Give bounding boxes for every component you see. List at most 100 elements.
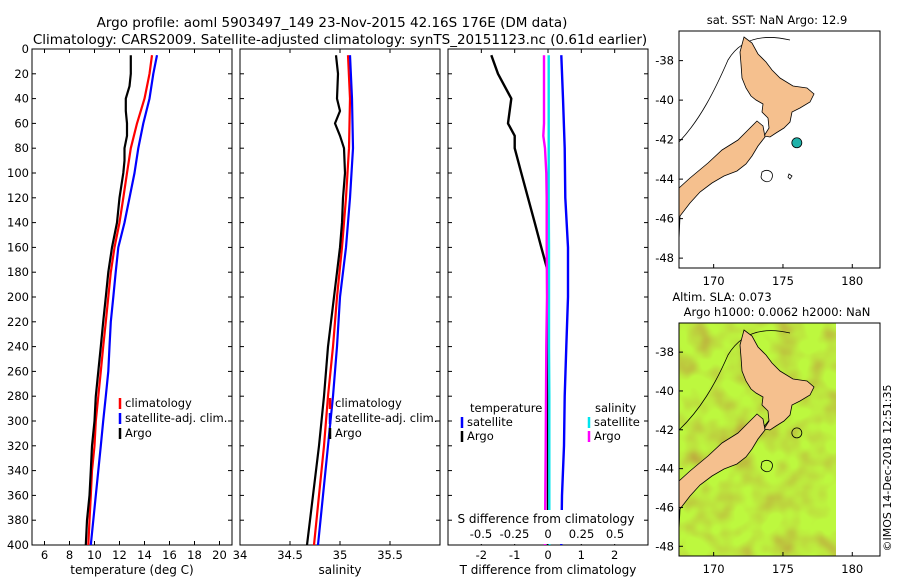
y-tick-label: 20: [14, 67, 29, 81]
x-tick-label: 34: [233, 548, 248, 562]
temperature-xlabel: temperature (deg C): [70, 563, 193, 577]
y-tick-label: 240: [7, 340, 29, 354]
y-tick-label: 260: [7, 364, 29, 378]
s-tick-label: -0.25: [500, 527, 530, 541]
salinity-panel: 34 34.5 35 35.5 salinity climatologysatelli…: [233, 48, 441, 577]
y-tick-label: 220: [7, 315, 29, 329]
sst-map-float-marker: [791, 137, 803, 149]
temperature-axes-box: [31, 48, 233, 546]
x-tick-label: 12: [112, 548, 127, 562]
temperature-panel: 6 8 10 12 14 16 18 20 0 20 40 60 80 100 120 140 160 180 2…: [7, 42, 233, 577]
x-tick-label: 20: [212, 548, 227, 562]
y-tick-label: 340: [7, 464, 29, 478]
x-tick-label: -1: [509, 548, 520, 562]
s-tick-label: 0.5: [606, 527, 624, 541]
sst-map: sat. SST: NaN Argo: 12.9 170 175 180 -38 -40…: [655, 13, 881, 288]
salinity-xlabel: salinity: [318, 563, 361, 577]
x-tick-label: 10: [87, 548, 102, 562]
lat-tick-label: -42: [655, 133, 674, 147]
series-satellite-adj-clim-: [316, 55, 355, 545]
x-tick-label: 8: [66, 548, 73, 562]
y-tick-label: 200: [7, 290, 29, 304]
series-t-argo: [490, 54, 550, 545]
y-tick-label: 40: [14, 92, 29, 106]
x-tick-label: 6: [41, 548, 48, 562]
legend-label: climatology: [335, 396, 402, 410]
y-tick-label: 400: [7, 538, 29, 552]
y-tick-label: 180: [7, 265, 29, 279]
legend-label: Argo: [125, 426, 152, 440]
sla-map: Altim. SLA: 0.073 Argo h1000: 0.0062 h20…: [655, 290, 881, 576]
lon-tick-label: 170: [703, 562, 725, 576]
x-tick-label: 0: [544, 548, 551, 562]
legend-label: climatology: [125, 396, 192, 410]
lat-tick-label: -44: [655, 172, 674, 186]
sst-map-south-island: [679, 120, 766, 241]
y-tick-label: 120: [7, 191, 29, 205]
y-tick-label: 280: [7, 389, 29, 403]
series-climatology: [87, 55, 154, 545]
sla-map-title-line1: Altim. SLA: 0.073: [672, 290, 771, 304]
sst-map-bathymetry-contour: [679, 36, 791, 143]
legend-label: satellite-adj. clim.: [335, 411, 437, 425]
lon-tick-label: 175: [772, 274, 794, 288]
lat-tick-label: -38: [655, 345, 674, 359]
series-argo: [84, 55, 132, 545]
sst-map-north-island: [739, 36, 815, 138]
series-climatology: [312, 55, 352, 545]
s-tick-label: 0: [544, 527, 551, 541]
y-tick-label: 380: [7, 513, 29, 527]
x-tick-label: -2: [476, 548, 487, 562]
legend-label: satellite: [594, 415, 640, 429]
sla-map-float-marker: [791, 427, 803, 439]
s-tick-label: -0.5: [470, 527, 492, 541]
sst-map-sea: [679, 31, 880, 268]
series-argo: [305, 55, 347, 545]
legend-label: satellite: [467, 415, 513, 429]
sla-map-bathymetry-contour: [679, 330, 791, 431]
lat-tick-label: -42: [655, 423, 674, 437]
y-tick-label: 160: [7, 240, 29, 254]
legend-label: Argo: [467, 429, 494, 443]
sst-map-title: sat. SST: NaN Argo: 12.9: [707, 13, 848, 27]
sla-map-north-island: [739, 329, 815, 431]
legend-title-salinity: salinity: [595, 401, 636, 415]
lat-tick-label: -48: [655, 539, 674, 553]
legend-label: Argo: [335, 426, 362, 440]
figure-title-line1: Argo profile: aoml 5903497_149 23-Nov-20…: [97, 15, 568, 31]
s-axis-background: [452, 510, 644, 544]
legend-label: satellite-adj. clim.: [125, 411, 227, 425]
x-tick-label: 16: [162, 548, 177, 562]
lat-tick-label: -44: [655, 462, 674, 476]
lat-tick-label: -48: [655, 251, 674, 265]
y-tick-label: 140: [7, 216, 29, 230]
sla-map-title-line2: Argo h1000: 0.0062 h2000: NaN: [684, 305, 871, 319]
y-tick-label: 320: [7, 439, 29, 453]
y-tick-label: 300: [7, 414, 29, 428]
legend-title-temperature: temperature: [470, 401, 542, 415]
legend-label: Argo: [594, 429, 621, 443]
x-tick-label: 1: [578, 548, 585, 562]
series-t-satellite: [560, 55, 570, 545]
y-tick-label: 360: [7, 488, 29, 502]
lon-tick-label: 175: [772, 562, 794, 576]
s-tick-label: 0.25: [569, 527, 595, 541]
y-tick-label: 100: [7, 166, 29, 180]
sla-map-chatham-rise: [760, 460, 773, 473]
lon-tick-label: 170: [703, 274, 725, 288]
sst-map-islet: [787, 173, 793, 180]
x-tick-label: 35: [333, 548, 348, 562]
lat-tick-label: -38: [655, 54, 674, 68]
difference-panel: -2 -1 0 1 2 S difference from climatology -0…: [447, 48, 649, 577]
s-difference-label: S difference from climatology: [458, 512, 635, 526]
lat-tick-label: -46: [655, 500, 674, 514]
sla-map-frame: [678, 322, 881, 557]
x-tick-label: 34.5: [277, 548, 303, 562]
y-tick-label: 60: [14, 116, 29, 130]
x-tick-label: 14: [137, 548, 152, 562]
imos-timestamp: ©IMOS 14-Dec-2018 12:51:35: [881, 385, 894, 552]
x-tick-label: 35.5: [377, 548, 403, 562]
series-s-argo: [542, 55, 549, 545]
sla-map-south-island: [679, 413, 766, 531]
